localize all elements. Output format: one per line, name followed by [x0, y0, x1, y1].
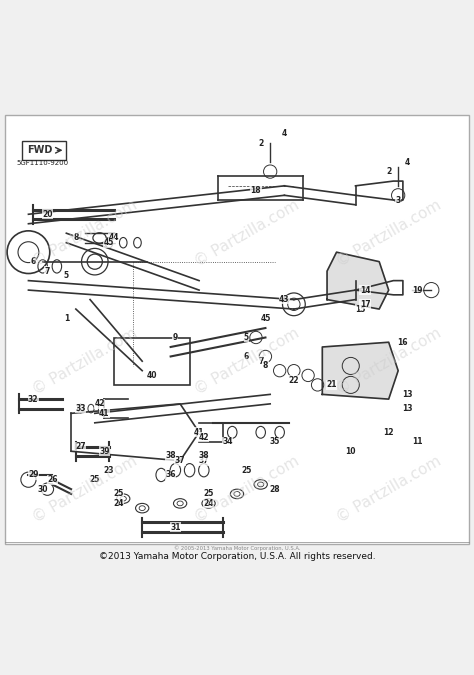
Text: 45: 45 — [104, 238, 114, 247]
Text: 28: 28 — [270, 485, 280, 493]
Text: 39: 39 — [99, 447, 109, 456]
Text: 2: 2 — [258, 138, 264, 148]
Text: 6: 6 — [30, 257, 36, 266]
Text: 5GF1110-9200: 5GF1110-9200 — [17, 160, 69, 166]
Text: 32: 32 — [28, 395, 38, 404]
Text: 33: 33 — [75, 404, 86, 413]
Text: 15: 15 — [355, 304, 365, 314]
Text: 34: 34 — [222, 437, 233, 446]
Text: 38: 38 — [199, 452, 209, 460]
Text: 11: 11 — [412, 437, 422, 446]
Text: 21: 21 — [327, 381, 337, 389]
FancyBboxPatch shape — [22, 141, 66, 160]
Text: 10: 10 — [346, 447, 356, 456]
Text: 31: 31 — [170, 522, 181, 532]
Text: 41: 41 — [99, 409, 109, 418]
Text: 8: 8 — [73, 234, 79, 242]
Text: 4: 4 — [282, 129, 287, 138]
Text: 5: 5 — [64, 271, 69, 280]
Text: 41: 41 — [194, 428, 204, 437]
Text: 8: 8 — [263, 361, 268, 371]
Text: 20: 20 — [42, 210, 53, 219]
Text: 1: 1 — [64, 314, 69, 323]
Text: 12: 12 — [383, 428, 394, 437]
Text: © Partzilla.com: © Partzilla.com — [30, 325, 140, 398]
Text: 37: 37 — [199, 456, 209, 465]
Text: 13: 13 — [402, 404, 413, 413]
Text: © Partzilla.com: © Partzilla.com — [191, 453, 301, 525]
Text: 42: 42 — [199, 433, 209, 441]
Text: 13: 13 — [402, 390, 413, 399]
Text: 42: 42 — [94, 400, 105, 408]
Text: 40: 40 — [146, 371, 157, 380]
Text: 7: 7 — [258, 356, 264, 366]
Text: 5: 5 — [244, 333, 249, 342]
Text: 18: 18 — [251, 186, 261, 195]
Text: 29: 29 — [28, 470, 38, 479]
Text: 37: 37 — [175, 456, 185, 465]
Text: © Partzilla.com: © Partzilla.com — [30, 453, 140, 525]
Text: 24: 24 — [203, 499, 214, 508]
Text: 38: 38 — [165, 452, 176, 460]
Text: 23: 23 — [104, 466, 114, 475]
Bar — [114, 338, 190, 385]
Text: 25: 25 — [113, 489, 124, 498]
Text: 22: 22 — [289, 376, 299, 385]
Text: © Partzilla.com: © Partzilla.com — [334, 453, 444, 525]
Text: 25: 25 — [203, 489, 214, 498]
Text: ©2013 Yamaha Motor Corporation, U.S.A. All rights reserved.: ©2013 Yamaha Motor Corporation, U.S.A. A… — [99, 552, 375, 561]
Text: 27: 27 — [75, 442, 86, 451]
Text: 43: 43 — [279, 295, 290, 304]
Text: © Partzilla.com: © Partzilla.com — [30, 197, 140, 269]
FancyBboxPatch shape — [5, 115, 469, 543]
Text: 25: 25 — [241, 466, 252, 475]
Text: © Partzilla.com: © Partzilla.com — [191, 325, 301, 398]
Text: 2: 2 — [386, 167, 392, 176]
Text: 35: 35 — [270, 437, 280, 446]
Text: 3: 3 — [395, 196, 401, 205]
Text: © Partzilla.com: © Partzilla.com — [334, 197, 444, 269]
Text: 25: 25 — [90, 475, 100, 484]
Text: 14: 14 — [360, 286, 370, 294]
Text: © 2005-2013 Yamaha Motor Corporation, U.S.A.: © 2005-2013 Yamaha Motor Corporation, U.… — [174, 545, 300, 551]
Text: 36: 36 — [165, 470, 176, 479]
Text: 6: 6 — [244, 352, 249, 361]
Text: 7: 7 — [45, 267, 50, 275]
Text: FWD: FWD — [27, 145, 53, 155]
Text: 30: 30 — [37, 485, 48, 493]
Polygon shape — [327, 252, 389, 309]
Text: 26: 26 — [47, 475, 57, 484]
Text: 4: 4 — [405, 158, 410, 167]
Text: 17: 17 — [360, 300, 370, 309]
Text: © Partzilla.com: © Partzilla.com — [334, 325, 444, 398]
Text: 16: 16 — [398, 338, 408, 347]
Text: 9: 9 — [173, 333, 178, 342]
Polygon shape — [322, 342, 398, 399]
Text: 19: 19 — [412, 286, 422, 294]
Text: © Partzilla.com: © Partzilla.com — [191, 197, 301, 269]
Text: 45: 45 — [260, 314, 271, 323]
Text: 24: 24 — [113, 499, 124, 508]
Text: 44: 44 — [109, 234, 119, 242]
